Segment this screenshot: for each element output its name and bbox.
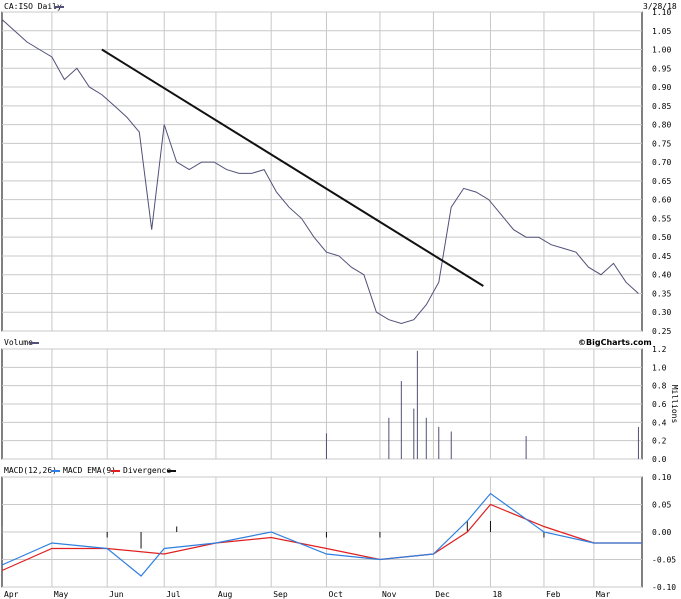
chart-date: 3/28/18	[643, 2, 677, 11]
divergence-legend-label: Divergence	[123, 466, 171, 475]
price-series	[1, 19, 639, 325]
x-tick-label: Oct	[328, 590, 343, 599]
price-line	[1, 19, 639, 325]
price-y-tick-label: 0.25	[652, 327, 671, 336]
ema-legend-swatch	[111, 470, 120, 472]
price-panel-frame	[1, 11, 643, 332]
ema-legend-label: MACD EMA(9)	[63, 466, 116, 475]
macd-y-tick-label: -0.10	[652, 583, 676, 592]
x-tick-label: May	[54, 590, 69, 599]
macd-y-tick-label: -0.05	[652, 556, 676, 565]
x-tick-label: Dec	[435, 590, 450, 599]
price-y-tick-label: 0.60	[652, 196, 671, 205]
trend-line	[101, 48, 484, 287]
divergence-legend-swatch	[167, 470, 176, 472]
price-y-tick-label: 0.85	[652, 102, 671, 111]
price-y-tick-label: 1.10	[652, 8, 671, 17]
price-y-tick-label: 1.05	[652, 27, 671, 36]
x-tick-label: 18	[492, 590, 502, 599]
tick-labels: 1.10 1.05 1.00 0.95 0.90 0.85 0.80 0.75 0.70 0.65…	[4, 8, 676, 599]
volume-y-tick-label: 1.0	[652, 363, 667, 372]
macd-title: MACD(12,26)	[4, 466, 57, 475]
price-y-tick-label: 0.90	[652, 83, 671, 92]
volume-bars	[325, 350, 639, 459]
price-y-tick-label: 0.40	[652, 271, 671, 280]
price-y-tick-label: 0.45	[652, 252, 671, 261]
price-y-tick-label: 0.70	[652, 158, 671, 167]
price-y-tick-label: 0.35	[652, 289, 671, 298]
price-y-tick-label: 0.75	[652, 139, 671, 148]
price-y-tick-label: 0.30	[652, 308, 671, 317]
x-tick-label: Aug	[218, 590, 233, 599]
volume-y-tick-label: 0.8	[652, 382, 667, 391]
price-y-tick-label: 1.00	[652, 46, 671, 55]
macd-y-tick-label: 0.10	[652, 473, 671, 482]
price-legend-swatch	[55, 6, 64, 8]
x-tick-label: Mar	[596, 590, 611, 599]
macd-line	[1, 492, 642, 577]
ema-line	[1, 503, 642, 572]
price-y-tick-label: 0.55	[652, 214, 671, 223]
volume-y-tick-label: 1.2	[652, 345, 667, 354]
x-tick-label: Apr	[4, 590, 19, 599]
bigcharts-brand: ©BigCharts.com	[578, 338, 652, 347]
price-y-tick-label: 0.50	[652, 233, 671, 242]
x-tick-label: Jun	[109, 590, 124, 599]
volume-y-tick-label: 0.6	[652, 400, 667, 409]
x-tick-label: Jul	[166, 590, 181, 599]
volume-y-tick-label: 0.0	[652, 455, 667, 464]
macd-y-tick-label: 0.00	[652, 528, 671, 537]
x-tick-label: Sep	[273, 590, 288, 599]
price-y-tick-label: 0.65	[652, 177, 671, 186]
grid-lines	[2, 11, 642, 588]
volume-y-tick-label: 0.4	[652, 418, 667, 427]
volume-axis-label: Millions	[670, 385, 679, 424]
macd-y-tick-label: 0.05	[652, 501, 671, 510]
macd-series	[1, 492, 642, 577]
x-tick-label: Nov	[382, 590, 397, 599]
x-tick-label: Feb	[546, 590, 561, 599]
macd-legend-swatch	[51, 470, 60, 472]
price-y-tick-label: 0.80	[652, 121, 671, 130]
volume-legend-swatch	[30, 342, 39, 344]
price-title: CA:ISO Daily	[4, 2, 62, 11]
volume-title: Volume	[4, 338, 33, 347]
volume-y-tick-label: 0.2	[652, 437, 667, 446]
price-y-tick-label: 0.95	[652, 64, 671, 73]
